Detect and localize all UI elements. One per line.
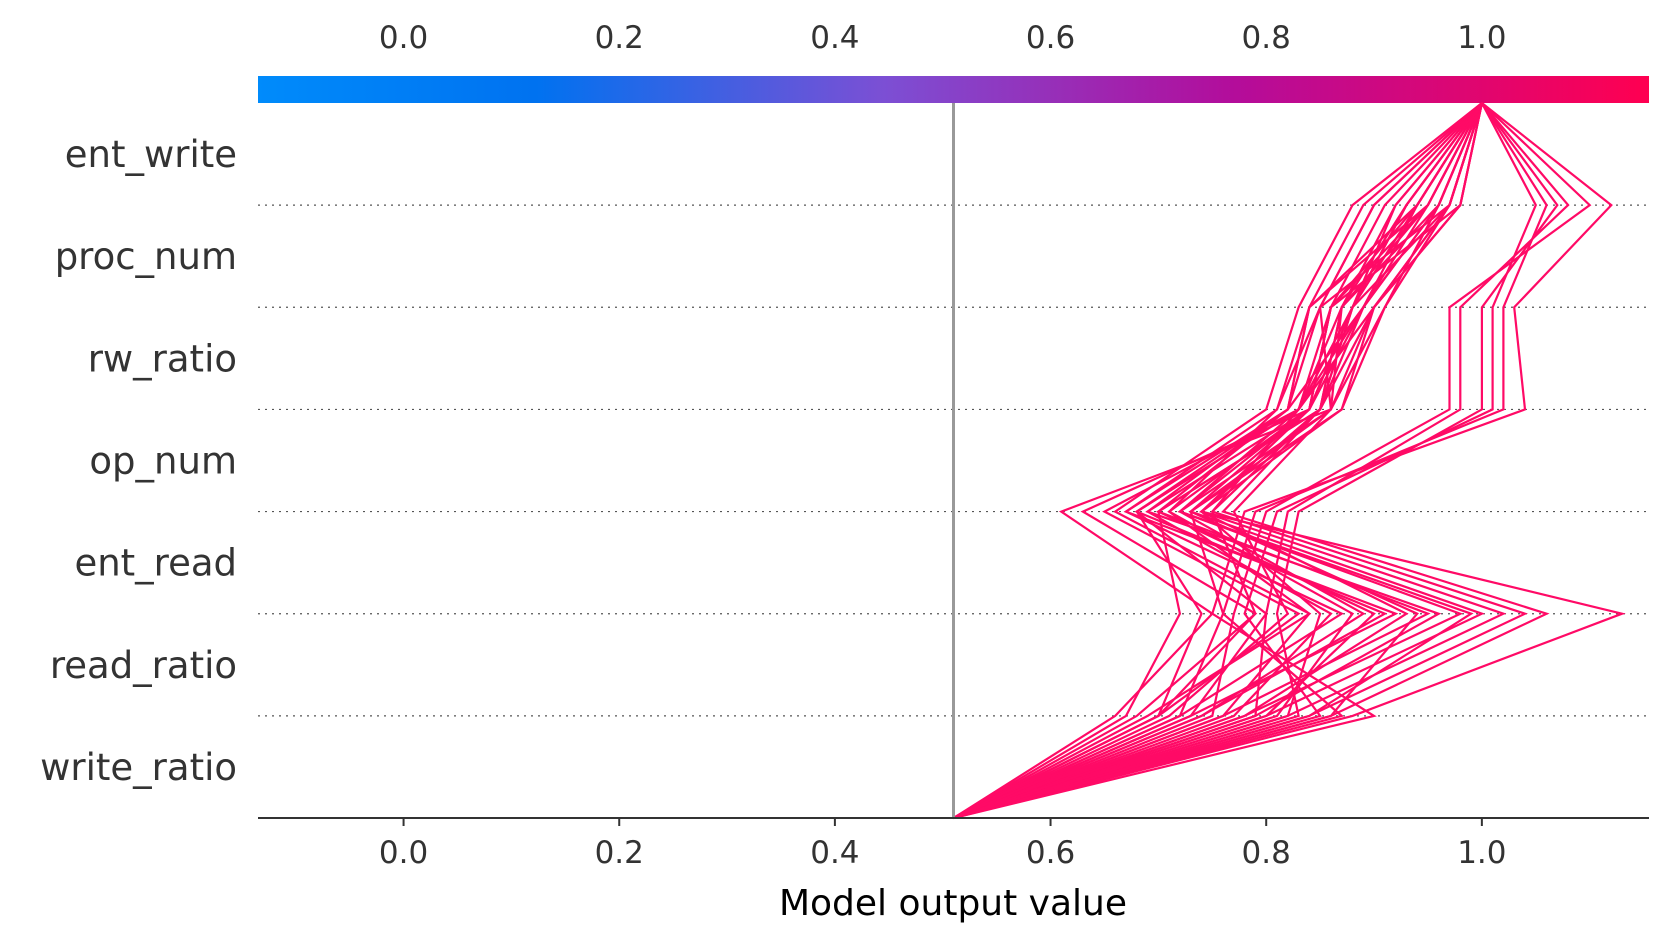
feature-label-write-ratio: write_ratio	[40, 746, 237, 789]
decision-line	[953, 102, 1483, 820]
feature-label-read-ratio: read_ratio	[50, 644, 237, 687]
decision-line	[953, 102, 1483, 820]
colorbar-tick-label: 0.8	[1242, 20, 1291, 56]
colorbar-tick-label: 0.0	[379, 20, 428, 56]
feature-label-proc-num: proc_num	[55, 235, 237, 278]
x-tick-label: 1.0	[1457, 835, 1506, 871]
x-axis-label: Model output value	[779, 883, 1127, 924]
x-tick-label: 0.2	[595, 835, 644, 871]
decision-line	[953, 102, 1613, 820]
feature-label-ent-read: ent_read	[74, 542, 237, 585]
colorbar	[258, 76, 1649, 103]
decision-line	[953, 102, 1483, 819]
decision-line	[953, 102, 1626, 820]
feature-label-rw-ratio: rw_ratio	[88, 337, 237, 380]
x-tick-label: 0.4	[810, 835, 859, 871]
feature-label-op-num: op_num	[89, 440, 237, 483]
decision-line	[953, 102, 1483, 820]
decision-line	[953, 102, 1483, 820]
x-tick-label: 0.0	[379, 835, 428, 871]
feature-labels: ent_write proc_num rw_ratio op_num ent_readr…	[40, 133, 237, 789]
colorbar-tick-label: 0.6	[1026, 20, 1075, 56]
x-tick-label: 0.8	[1242, 835, 1291, 871]
decision-line	[953, 102, 1483, 820]
feature-gridlines	[258, 204, 1649, 717]
colorbar-tick-label: 1.0	[1457, 20, 1506, 56]
decision-lines	[952, 102, 1626, 820]
decision-line	[953, 102, 1548, 820]
decision-line	[953, 102, 1592, 820]
x-axis-tick-labels: 0.0 0.2 0.4 0.6 0.8 1.0	[379, 818, 1507, 871]
colorbar-tick-labels: 0.0 0.2 0.4 0.6 0.8 1.0	[379, 20, 1507, 56]
colorbar-tick-label: 0.2	[595, 20, 644, 56]
feature-label-ent-write: ent_write	[65, 133, 237, 176]
decision-line	[953, 102, 1483, 820]
decision-line	[953, 102, 1483, 819]
decision-line	[953, 102, 1559, 820]
x-tick-label: 0.6	[1026, 835, 1075, 871]
decision-line	[953, 102, 1570, 820]
colorbar-tick-label: 0.4	[810, 20, 859, 56]
